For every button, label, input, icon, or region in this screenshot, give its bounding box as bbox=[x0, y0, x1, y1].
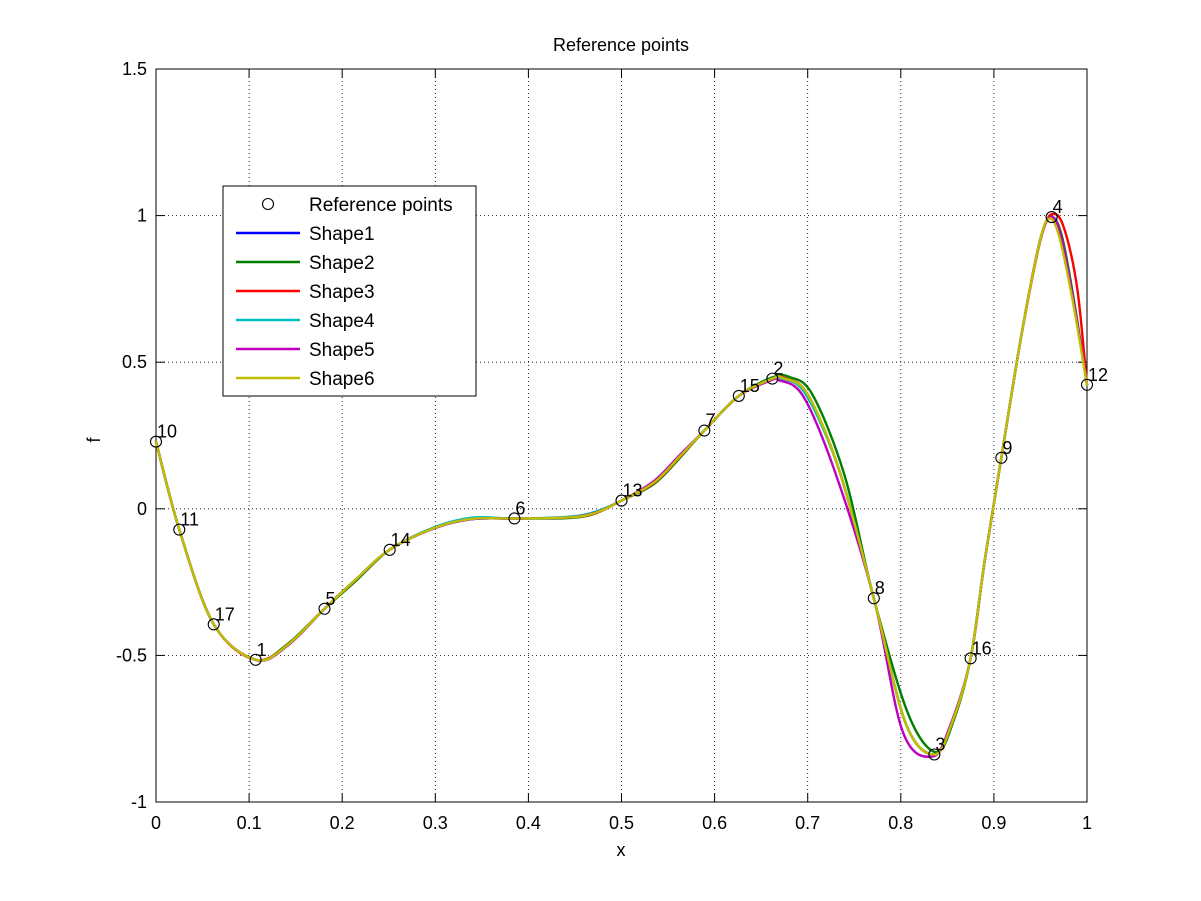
legend-marker-reference-points bbox=[261, 197, 275, 211]
reference-point-label: 15 bbox=[740, 376, 760, 396]
reference-point-label: 1 bbox=[257, 640, 267, 660]
y-tick-label: -0.5 bbox=[116, 645, 147, 665]
reference-point bbox=[867, 592, 880, 605]
x-tick-label: 0.9 bbox=[981, 813, 1006, 833]
reference-point-label: 8 bbox=[875, 578, 885, 598]
series-line-shape6 bbox=[154, 217, 1089, 756]
x-tick-label: 0.4 bbox=[516, 813, 541, 833]
y-tick-label: 1.5 bbox=[122, 59, 147, 79]
y-tick-label: 1 bbox=[137, 206, 147, 226]
reference-point bbox=[698, 424, 711, 437]
reference-point-label: 10 bbox=[157, 422, 177, 442]
reference-point-label: 9 bbox=[1002, 438, 1012, 458]
legend-label-reference-points: Reference points bbox=[309, 195, 453, 216]
x-tick-label: 0.6 bbox=[702, 813, 727, 833]
y-axis-label: f bbox=[84, 437, 104, 443]
x-tick-label: 0.2 bbox=[330, 813, 355, 833]
reference-point-label: 4 bbox=[1053, 197, 1063, 217]
reference-point bbox=[615, 494, 628, 507]
reference-point-label: 2 bbox=[773, 359, 783, 379]
reference-point bbox=[249, 653, 262, 666]
x-tick-label: 1 bbox=[1082, 813, 1092, 833]
x-tick-label: 0.8 bbox=[888, 813, 913, 833]
y-tick-label: 0.5 bbox=[122, 352, 147, 372]
reference-point-label: 16 bbox=[972, 638, 992, 658]
reference-point bbox=[318, 602, 331, 615]
reference-point-label: 6 bbox=[515, 498, 525, 518]
legend-label-shape5: Shape5 bbox=[309, 340, 375, 361]
x-tick-label: 0.3 bbox=[423, 813, 448, 833]
reference-point-label: 3 bbox=[935, 735, 945, 755]
reference-point-label: 5 bbox=[326, 589, 336, 609]
x-tick-label: 0.5 bbox=[609, 813, 634, 833]
reference-point bbox=[383, 543, 396, 556]
axis-ticks: 0 0.1 0.2 0.3 0.4 0.5 0.6 0.7 0.8 0.9 1 -1 -0.5 0 0.5 1… bbox=[116, 59, 1092, 833]
legend-label-shape4: Shape4 bbox=[309, 311, 375, 332]
reference-point bbox=[1080, 378, 1094, 391]
legend-label-shape1: Shape1 bbox=[309, 224, 375, 245]
x-tick-label: 0 bbox=[151, 813, 161, 833]
reference-point-label: 17 bbox=[215, 604, 235, 624]
reference-point bbox=[995, 451, 1008, 464]
reference-point bbox=[732, 389, 745, 402]
reference-point bbox=[508, 512, 521, 525]
series-layer bbox=[154, 212, 1089, 759]
reference-point bbox=[1045, 211, 1058, 224]
x-axis-label: x bbox=[617, 840, 626, 860]
reference-point bbox=[149, 435, 163, 448]
x-tick-label: 0.1 bbox=[237, 813, 262, 833]
reference-point bbox=[173, 523, 186, 536]
legend-label-shape2: Shape2 bbox=[309, 253, 375, 274]
reference-point-label: 12 bbox=[1088, 365, 1108, 385]
x-tick-label: 0.7 bbox=[795, 813, 820, 833]
y-tick-label: 0 bbox=[137, 499, 147, 519]
legend-label-shape3: Shape3 bbox=[309, 282, 375, 303]
reference-point-label: 7 bbox=[705, 411, 715, 431]
reference-point bbox=[928, 748, 941, 761]
legend: Reference points Shape1 Shape2 Shape3 Shape4… bbox=[222, 185, 477, 397]
chart-title: Reference points bbox=[553, 35, 689, 55]
reference-point bbox=[964, 652, 977, 665]
reference-point-label: 13 bbox=[623, 481, 643, 501]
y-tick-label: -1 bbox=[131, 792, 147, 812]
reference-point-label: 14 bbox=[391, 530, 411, 550]
reference-point-label: 11 bbox=[180, 510, 199, 530]
reference-point bbox=[207, 618, 220, 631]
legend-label-shape6: Shape6 bbox=[309, 369, 375, 390]
reference-point bbox=[766, 372, 779, 385]
